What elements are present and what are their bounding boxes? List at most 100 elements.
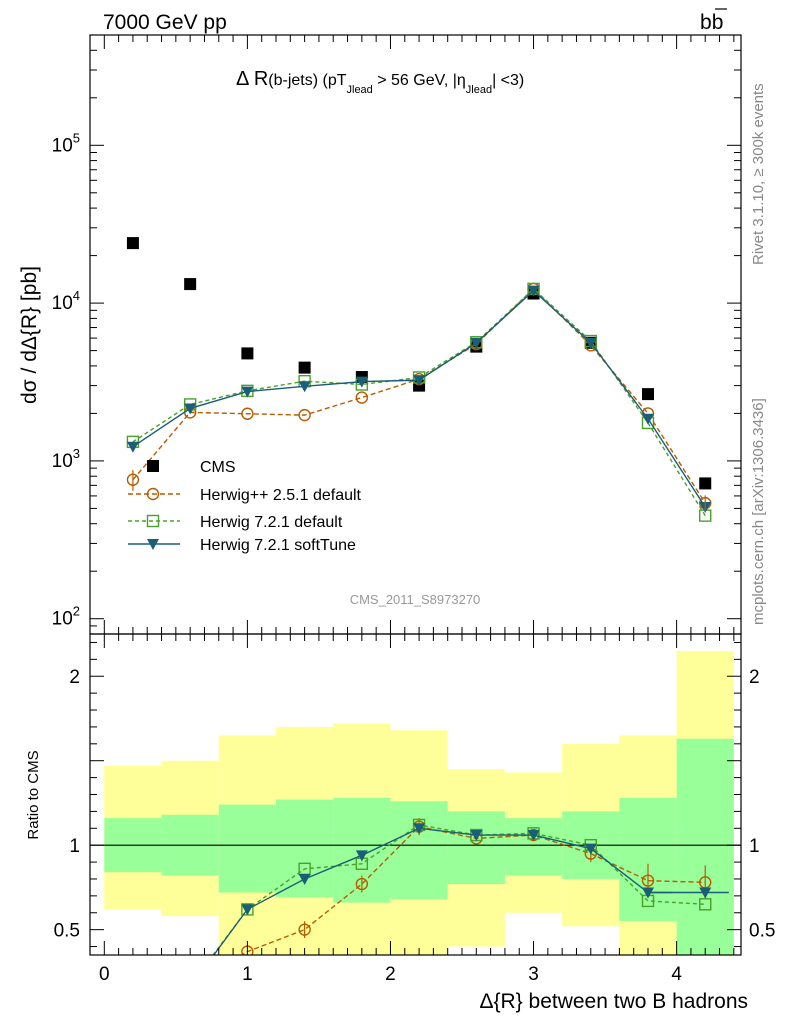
legend-marker bbox=[147, 539, 159, 550]
ratio-data-point bbox=[185, 980, 196, 991]
main-y-tick-label-exp: 5 bbox=[73, 130, 80, 145]
ratio-y-tick-label-right: 0.5 bbox=[749, 921, 775, 942]
header-process-label: bb bbox=[700, 11, 723, 34]
analysis-watermark: CMS_2011_S8973270 bbox=[350, 592, 481, 607]
main-data-point bbox=[355, 391, 369, 404]
main-y-tick-label-exp: 3 bbox=[73, 446, 80, 461]
legend-label-herwigpp: Herwig++ 2.5.1 default bbox=[200, 487, 362, 504]
main-data-point bbox=[355, 376, 368, 388]
header-energy-label: 7000 GeV pp bbox=[103, 11, 227, 34]
ratio-data-point bbox=[699, 887, 712, 899]
main-data-point bbox=[584, 337, 597, 349]
main-series-line bbox=[132, 287, 706, 516]
ratio-data-point bbox=[127, 1003, 138, 1014]
ratio-data-point bbox=[584, 843, 597, 855]
ratio-data-point bbox=[185, 983, 196, 994]
main-data-point bbox=[241, 407, 254, 420]
ratio-band-green bbox=[676, 738, 734, 955]
x-tick-label: 4 bbox=[671, 964, 682, 985]
main-y-axis-label: dσ / dΔ{R} [pb] bbox=[18, 266, 41, 404]
main-title-sub1: Jlead bbox=[347, 84, 373, 96]
header-process-bbar: b bbox=[712, 11, 724, 34]
main-data-point bbox=[413, 375, 426, 387]
main-title-part4: | <3) bbox=[492, 72, 524, 89]
ratio-y-tick-label: 1 bbox=[69, 836, 80, 857]
ratio-data-point bbox=[470, 830, 483, 842]
main-data-point bbox=[241, 347, 254, 360]
main-data-point bbox=[642, 413, 654, 425]
ratio-panel-frame bbox=[89, 633, 742, 956]
main-y-tick-label-base: 10 bbox=[52, 609, 73, 630]
main-title-part3: > 56 GeV, |η bbox=[373, 72, 466, 89]
main-y-tick-label: 103 bbox=[52, 446, 80, 472]
ratio-data-point bbox=[184, 982, 196, 993]
main-data-point bbox=[126, 237, 139, 250]
ratio-data-point bbox=[642, 887, 654, 899]
x-tick-label: 3 bbox=[528, 964, 539, 985]
mcplots-label: mcplots.cern.ch [arXiv:1306.3436] bbox=[750, 398, 767, 625]
ratio-data-point bbox=[127, 1001, 139, 1012]
main-data-point bbox=[126, 441, 139, 453]
legend-label-herwig7-default: Herwig 7.2.1 default bbox=[200, 514, 343, 531]
main-y-tick-label-exp: 2 bbox=[73, 604, 80, 619]
ratio-y-tick-label: 0.5 bbox=[54, 921, 80, 942]
x-tick-label: 2 bbox=[385, 964, 396, 985]
legend-marker bbox=[146, 487, 160, 501]
main-data-point bbox=[527, 285, 540, 297]
ratio-band-green bbox=[504, 818, 563, 876]
ratio-series-2 bbox=[127, 823, 729, 1012]
main-title-part1: Δ R bbox=[236, 68, 268, 90]
main-title: Δ R(b-jets) (pTJlead > 56 GeV, |ηJlead| … bbox=[236, 68, 524, 96]
ratio-band-green bbox=[218, 804, 276, 893]
x-tick-label: 0 bbox=[99, 964, 110, 985]
legend: CMS Herwig++ 2.5.1 default Herwig 7.2.1 … bbox=[128, 459, 362, 554]
main-title-sub2: Jlead bbox=[466, 84, 492, 96]
main-panel-frame bbox=[89, 34, 742, 635]
x-axis-label: Δ{R} between two B hadrons bbox=[479, 990, 748, 1013]
legend-marker bbox=[146, 514, 160, 528]
x-tick-label: 1 bbox=[242, 964, 253, 985]
main-series-0 bbox=[126, 237, 712, 490]
main-y-tick-label-base: 10 bbox=[52, 293, 73, 314]
legend-marker bbox=[147, 460, 159, 472]
main-y-tick-label-base: 10 bbox=[52, 451, 73, 472]
main-y-tick-label: 105 bbox=[52, 130, 80, 156]
legend-label-cms: CMS bbox=[200, 459, 236, 476]
ratio-data-point bbox=[699, 898, 712, 911]
ratio-y-tick-label-right: 1 bbox=[749, 836, 760, 857]
ratio-band-green bbox=[447, 811, 505, 885]
main-series-3 bbox=[126, 285, 712, 514]
ratio-y-tick-label-right: 2 bbox=[749, 667, 760, 688]
legend-label-herwig7-softtune: Herwig 7.2.1 softTune bbox=[200, 537, 356, 554]
main-y-tick-label-exp: 4 bbox=[73, 288, 80, 303]
ratio-data-point bbox=[527, 830, 540, 842]
main-data-point bbox=[470, 337, 483, 349]
ratio-data-point bbox=[127, 999, 138, 1010]
main-data-point bbox=[642, 388, 654, 401]
main-y-tick-label-base: 10 bbox=[52, 135, 73, 156]
ratio-data-point bbox=[298, 873, 311, 885]
ratio-y-tick-label: 2 bbox=[69, 667, 80, 688]
main-data-point bbox=[241, 386, 254, 398]
main-y-tick-label: 102 bbox=[52, 604, 80, 630]
main-data-point bbox=[298, 361, 311, 374]
header-process-b: b bbox=[700, 11, 712, 34]
main-data-point bbox=[298, 381, 311, 393]
ratio-inner bbox=[90, 650, 741, 1014]
main-data-point bbox=[699, 477, 712, 490]
main-title-part2: (b-jets) (pT bbox=[268, 72, 346, 89]
ratio-data-point bbox=[413, 823, 426, 835]
main-data-point bbox=[184, 403, 197, 415]
ratio-data-point bbox=[241, 904, 254, 916]
main-data-point bbox=[298, 408, 311, 422]
rivet-label: Rivet 3.1.10, ≥ 300k events bbox=[750, 83, 767, 265]
ratio-data-point bbox=[355, 850, 368, 862]
main-data-point bbox=[184, 278, 197, 291]
main-series-2 bbox=[126, 282, 712, 522]
ratio-band-green bbox=[390, 801, 448, 900]
ratio-y-axis-label: Ratio to CMS bbox=[25, 750, 42, 839]
main-y-tick-label: 104 bbox=[52, 288, 80, 314]
